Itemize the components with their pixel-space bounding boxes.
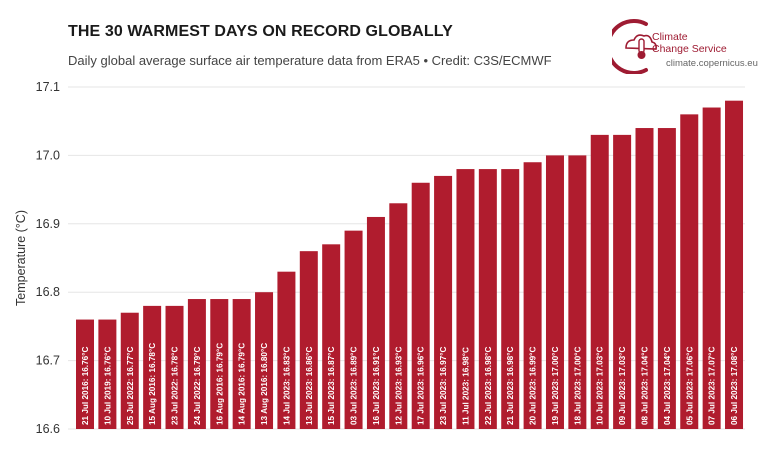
bar bbox=[277, 271, 296, 429]
bar-data-label: 04 Jul 2023: 17.04°C bbox=[663, 347, 672, 425]
bar bbox=[613, 134, 632, 429]
bar-data-label: 06 Jul 2023: 17.08°C bbox=[730, 347, 739, 425]
bar-data-label: 15 Aug 2016: 16.78°C bbox=[148, 343, 157, 425]
bar-data-label: 22 Jul 2023: 16.98°C bbox=[484, 347, 493, 425]
bar bbox=[434, 175, 453, 429]
bar bbox=[501, 169, 520, 429]
y-tick-label: 16.9 bbox=[36, 217, 60, 231]
bar bbox=[210, 299, 229, 429]
logo-name: Climate Change Service bbox=[652, 31, 727, 55]
y-axis-label: Temperature (°C) bbox=[14, 210, 28, 306]
bar-data-label: 24 Jul 2022: 16.79°C bbox=[193, 347, 202, 425]
bar bbox=[120, 312, 139, 429]
y-tick-label: 16.8 bbox=[36, 285, 60, 299]
bar bbox=[545, 155, 564, 429]
bar bbox=[165, 305, 184, 429]
bar bbox=[590, 134, 609, 429]
bar bbox=[657, 128, 676, 430]
bar bbox=[232, 299, 251, 429]
bar-data-label: 03 Jul 2023: 16.89°C bbox=[350, 347, 359, 425]
bar bbox=[725, 100, 744, 430]
copernicus-logo-icon bbox=[612, 19, 657, 74]
bar-data-label: 07 Jul 2023: 17.07°C bbox=[708, 347, 717, 425]
bar-data-label: 13 Jul 2023: 16.86°C bbox=[305, 347, 314, 425]
bar-data-label: 14 Aug 2016: 16.79°C bbox=[238, 343, 247, 425]
bars: 21 Jul 2016: 16.76°C 10 Jul 2019: 16.76°C… bbox=[76, 100, 744, 430]
bar-data-label: 23 Jul 2022: 16.78°C bbox=[171, 347, 180, 425]
bar-data-label: 15 Jul 2023: 16.87°C bbox=[327, 347, 336, 425]
bar bbox=[411, 182, 430, 429]
y-axis-ticks: 16.6 16.7 16.8 16.9 17.0 17.1 bbox=[36, 80, 60, 436]
bar-data-label: 18 Jul 2023: 17.00°C bbox=[573, 347, 582, 425]
bar-data-label: 13 Aug 2016: 16.80°C bbox=[260, 343, 269, 425]
y-tick-label: 17.0 bbox=[36, 148, 60, 162]
bar-data-label: 21 Jul 2023: 16.98°C bbox=[506, 347, 515, 425]
logo-line1: Climate bbox=[652, 31, 688, 43]
bar-data-label: 10 Jul 2023: 17.03°C bbox=[596, 347, 605, 425]
bar-data-label: 16 Jul 2023: 16.91°C bbox=[372, 347, 381, 425]
bar bbox=[187, 299, 206, 429]
bar-data-label: 20 Jul 2023: 16.99°C bbox=[529, 347, 538, 425]
bar-data-label: 11 Jul 2023: 16.98°C bbox=[461, 347, 470, 425]
y-tick-label: 16.7 bbox=[36, 354, 60, 368]
bar bbox=[299, 251, 318, 429]
bar-data-label: 21 Jul 2016: 16.76°C bbox=[81, 347, 90, 425]
bar-data-label: 09 Jul 2023: 17.03°C bbox=[618, 347, 627, 425]
bar bbox=[389, 203, 408, 429]
logo-url: climate.copernicus.eu bbox=[666, 58, 758, 69]
y-tick-label: 16.6 bbox=[36, 422, 60, 436]
bar bbox=[76, 319, 94, 429]
chart-title: THE 30 WARMEST DAYS ON RECORD GLOBALLY bbox=[68, 23, 453, 40]
y-tick-label: 17.1 bbox=[36, 80, 60, 94]
bar-data-label: 12 Jul 2023: 16.93°C bbox=[394, 347, 403, 425]
bar bbox=[635, 128, 654, 430]
logo-line2: Change Service bbox=[652, 43, 727, 55]
bar bbox=[456, 169, 475, 429]
bar-data-label: 23 Jul 2023: 16.97°C bbox=[439, 347, 448, 425]
bar-data-label: 08 Jul 2023: 17.04°C bbox=[641, 347, 650, 425]
bar bbox=[366, 216, 385, 429]
bar bbox=[523, 162, 542, 430]
bar bbox=[322, 244, 341, 429]
bar bbox=[568, 155, 587, 429]
chart-subtitle: Daily global average surface air tempera… bbox=[68, 53, 552, 68]
bar-data-label: 05 Jul 2023: 17.06°C bbox=[685, 347, 694, 425]
bar-data-label: 25 Jul 2022: 16.77°C bbox=[126, 347, 135, 425]
bar-data-label: 17 Jul 2023: 16.96°C bbox=[417, 347, 426, 425]
bar bbox=[255, 292, 274, 429]
bar bbox=[98, 319, 117, 429]
bar bbox=[680, 114, 699, 430]
bar-data-label: 14 Jul 2023: 16.83°C bbox=[282, 347, 291, 425]
bar-data-label: 16 Aug 2016: 16.79°C bbox=[215, 343, 224, 425]
bar bbox=[702, 107, 721, 430]
bar-data-label: 10 Jul 2019: 16.76°C bbox=[103, 347, 112, 425]
bar-data-label: 19 Jul 2023: 17.00°C bbox=[551, 347, 560, 425]
bar bbox=[143, 305, 162, 429]
bar bbox=[344, 230, 363, 429]
bar bbox=[478, 169, 497, 429]
